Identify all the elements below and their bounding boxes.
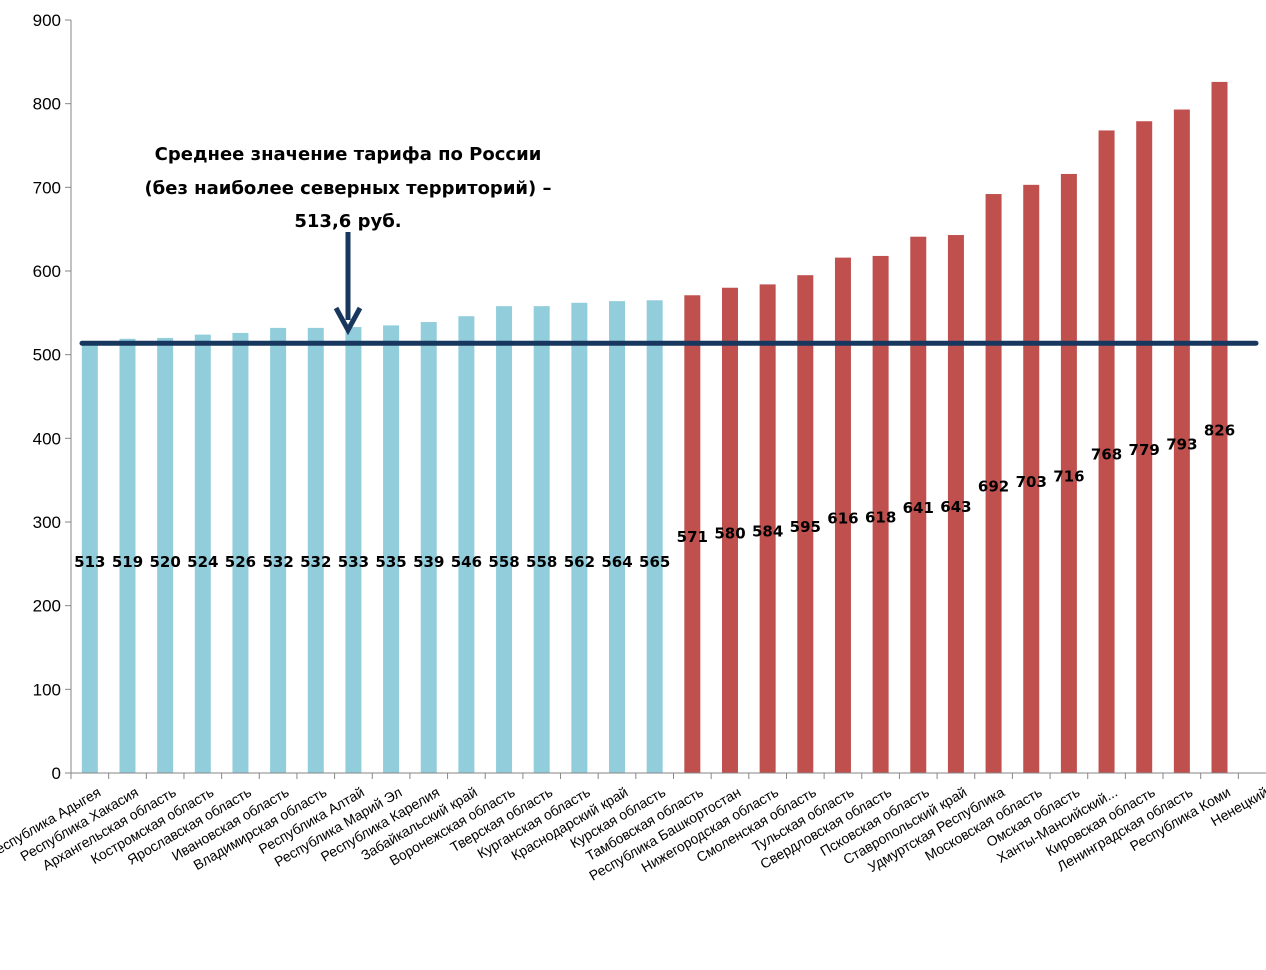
bar bbox=[270, 327, 287, 773]
data-label: 595 bbox=[790, 518, 821, 536]
bar bbox=[345, 327, 362, 773]
y-tick-label: 500 bbox=[33, 346, 61, 365]
data-label: 580 bbox=[714, 524, 745, 542]
bars bbox=[81, 81, 1228, 774]
bar bbox=[910, 236, 927, 774]
data-labels: 513 519 520 524 526 532 532 533 535 539 546 558 558 5… bbox=[74, 421, 1235, 571]
bar bbox=[307, 327, 324, 773]
bar bbox=[947, 235, 964, 774]
bar bbox=[1098, 130, 1115, 773]
y-tick-label: 200 bbox=[33, 597, 61, 616]
bar bbox=[1173, 109, 1190, 774]
annotation-line-2: (без наиболее северных территорий) – bbox=[144, 178, 551, 199]
data-label: 524 bbox=[187, 553, 218, 571]
bar bbox=[609, 301, 626, 773]
data-label: 546 bbox=[451, 553, 482, 571]
data-label: 641 bbox=[903, 499, 934, 517]
bar bbox=[458, 316, 475, 773]
data-label: 616 bbox=[827, 509, 858, 527]
y-tick-label: 700 bbox=[33, 178, 61, 197]
bar bbox=[81, 343, 98, 773]
data-label: 532 bbox=[262, 553, 293, 571]
bar bbox=[194, 334, 211, 773]
data-label: 539 bbox=[413, 553, 444, 571]
bar bbox=[721, 287, 738, 773]
y-axis: 0 100 200 300 400 500 600 700 800 900 bbox=[33, 11, 72, 783]
data-label: 533 bbox=[338, 553, 369, 571]
bar bbox=[985, 194, 1002, 773]
data-label: 571 bbox=[677, 528, 708, 546]
annotation-line-1: Среднее значение тарифа по России bbox=[155, 144, 542, 165]
bar bbox=[684, 295, 701, 773]
data-label: 558 bbox=[488, 553, 519, 571]
data-label: 703 bbox=[1016, 473, 1047, 491]
data-label: 513 bbox=[74, 553, 105, 571]
data-label: 716 bbox=[1053, 467, 1084, 485]
data-label: 519 bbox=[112, 553, 143, 571]
bar bbox=[383, 325, 400, 773]
data-label: 564 bbox=[601, 553, 632, 571]
data-label: 535 bbox=[375, 553, 406, 571]
data-label: 558 bbox=[526, 553, 557, 571]
bar bbox=[1136, 121, 1153, 773]
data-label: 526 bbox=[225, 553, 256, 571]
data-label: 793 bbox=[1166, 435, 1197, 453]
bar bbox=[1211, 81, 1228, 773]
bar bbox=[571, 302, 588, 773]
y-tick-label: 400 bbox=[33, 429, 61, 448]
y-tick-label: 300 bbox=[33, 513, 61, 532]
bar bbox=[157, 337, 174, 773]
y-tick-label: 0 bbox=[52, 764, 61, 783]
bar bbox=[834, 257, 851, 773]
bar bbox=[872, 255, 889, 773]
data-label: 643 bbox=[940, 498, 971, 516]
average-arrow-head bbox=[333, 306, 363, 336]
bar bbox=[759, 284, 776, 773]
bar bbox=[646, 300, 663, 773]
data-label: 779 bbox=[1129, 441, 1160, 459]
annotation-line-3: 513,6 руб. bbox=[294, 211, 401, 232]
data-label: 826 bbox=[1204, 421, 1235, 439]
data-label: 692 bbox=[978, 478, 1009, 496]
y-tick-label: 900 bbox=[33, 11, 61, 30]
data-label: 584 bbox=[752, 523, 783, 541]
bar bbox=[420, 322, 437, 773]
data-label: 562 bbox=[564, 553, 595, 571]
data-label: 618 bbox=[865, 508, 896, 526]
bar bbox=[119, 338, 136, 773]
average-annotation: Среднее значение тарифа по России (без н… bbox=[144, 144, 551, 232]
bar bbox=[533, 306, 550, 773]
data-label: 532 bbox=[300, 553, 331, 571]
bar bbox=[1060, 173, 1077, 774]
average-line-group bbox=[79, 232, 1259, 346]
y-tick-label: 800 bbox=[33, 95, 61, 114]
y-tick-label: 100 bbox=[33, 680, 61, 699]
data-label: 565 bbox=[639, 553, 670, 571]
data-label: 768 bbox=[1091, 446, 1122, 464]
bar bbox=[797, 275, 814, 773]
bar bbox=[1023, 184, 1040, 773]
y-tick-label: 600 bbox=[33, 262, 61, 281]
data-label: 520 bbox=[149, 553, 180, 571]
bar bbox=[232, 332, 249, 773]
bar bbox=[496, 306, 513, 773]
